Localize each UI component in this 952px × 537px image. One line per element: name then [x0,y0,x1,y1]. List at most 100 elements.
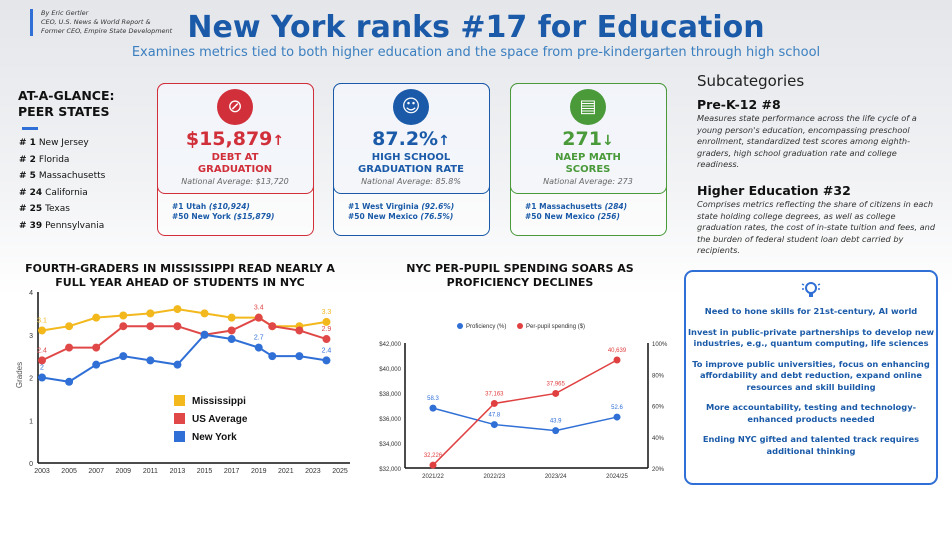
x-tick-label: 2011 [143,468,158,475]
data-point [295,326,304,335]
data-point [254,343,263,352]
y-right-tick-label: 100% [652,342,668,348]
data-point [119,311,128,320]
data-label: 32,226 [424,453,443,459]
page-subtitle: Examines metrics tied to both higher edu… [131,45,821,60]
y-left-tick-label: $36,000 [379,417,401,423]
worst-state: #50 New Mexico (76.5%) [348,212,454,221]
peer-state-item: # 24 California [19,185,105,202]
chart2-title: NYC PER-PUPIL SPENDING SOARS AS PROFICIE… [406,262,634,289]
legend-label: US Average [192,414,248,425]
data-point [268,322,277,331]
y-tick-label: 2 [29,376,33,383]
stat-card-header: ☺ 87.2%↑ HIGH SCHOOL GRADUATION RATE Nati… [332,82,490,194]
y-left-tick-label: $40,000 [379,367,401,373]
worst-state: #50 New Mexico (256) [525,212,620,221]
recommendation-item: Ending NYC gifted and talented track req… [702,434,920,456]
stat-ranks: #1 West Virginia (92.6%) #50 New Mexico … [348,202,454,222]
data-point [322,356,331,365]
peer-state-item: # 39 Pennsylvania [19,218,105,235]
data-point [227,326,236,335]
data-point [322,335,331,344]
stat-ranks: #1 Utah ($10,924) #50 New York ($15,879) [172,202,274,222]
y-right-tick-label: 20% [652,467,665,473]
graduate-icon: ☺ [393,88,429,125]
data-label: 2.4 [37,347,47,354]
peer-states-list: # 1 New Jersey # 2 Florida # 5 Massachuset… [19,135,105,234]
higher-ed-description: Comprises metrics reflecting the share o… [697,199,936,255]
stat-value: $15,879↑ [185,127,285,150]
peer-state-item: # 5 Massachusetts [19,168,105,185]
series-line-new-york [41,333,327,383]
stat-label: HIGH SCHOOL GRADUATION RATE [358,151,464,175]
national-average: National Average: 85.8% [361,176,461,186]
subcategories-heading: Subcategories [697,72,805,90]
data-label: 52.6 [611,405,623,411]
x-tick-label: 2007 [88,468,104,475]
data-point [613,413,621,421]
x-tick-label: 2019 [251,468,267,475]
byline: By Eric Gertler CEO, U.S. News & World R… [30,9,172,36]
stat-card-header: ⊘ $15,879↑ DEBT AT GRADUATION National Av… [156,82,314,194]
page-title: New York ranks #17 for Education [187,10,765,45]
data-point [173,305,182,314]
series-line [432,359,618,466]
data-point [254,313,263,322]
data-point [613,356,621,364]
recommendation-item: To improve public universities, focus on… [692,358,930,392]
x-tick-label: 2022/23 [483,474,505,480]
data-label: 40,639 [608,348,627,354]
legend-label: Proficiency (%) [466,324,506,330]
peer-state: New Jersey [38,138,89,148]
data-point [429,461,437,469]
legend-swatch [174,395,185,406]
divider [22,127,38,130]
recommendations-box: Need to hone skills for 21st-century, AI… [684,270,938,485]
y-left-tick-label: $34,000 [379,442,401,448]
data-point [146,309,155,318]
data-point [38,356,46,365]
stat-card: ☺ 87.2%↑ HIGH SCHOOL GRADUATION RATE Nati… [332,82,490,236]
prek-description: Measures state performance across the li… [697,113,917,169]
data-point [552,389,560,397]
peer-state-item: # 25 Texas [19,201,105,218]
data-label: 2.4 [322,347,332,354]
trend-arrow-icon: ↑ [438,132,450,149]
national-average: National Average: $13,720 [181,176,289,186]
data-label: 2 [40,365,44,372]
stat-card: ▤ 271↓ NAEP MATH SCORES National Average:… [509,82,667,236]
worst-state: #50 New York ($15,879) [172,212,275,221]
data-point [200,330,209,339]
x-tick-label: 2017 [224,468,240,475]
x-tick-label: 2025 [332,468,348,475]
data-point [173,360,182,369]
best-state: #1 Utah ($10,924) [172,202,250,211]
y-tick-label: 0 [29,461,33,468]
y-left-tick-label: $32,000 [379,467,401,473]
legend-marker [517,323,523,329]
trend-arrow-icon: ↓ [601,132,614,149]
recommendation-item: Invest in public-private partnerships to… [687,326,935,349]
x-tick-label: 2015 [197,468,213,475]
data-point [268,352,277,361]
legend-label: New York [192,432,237,443]
best-state: #1 West Virginia (92.6%) [348,202,455,211]
peer-rank: # 39 [19,220,43,231]
data-label: 3.3 [322,309,332,316]
money-icon: ⊘ [217,88,253,125]
y-left-tick-label: $38,000 [379,392,401,398]
lightbulb-icon [801,280,821,300]
data-point [92,343,101,352]
recommendation-item: Need to hone skills for 21st-century, AI… [704,306,918,316]
peer-state-item: # 2 Florida [19,152,105,169]
x-tick-label: 2021 [278,468,294,475]
data-point [322,317,331,326]
peer-rank: # 2 [19,154,36,165]
data-point [65,377,74,386]
data-label: 3.1 [37,317,47,324]
x-tick-label: 2003 [34,468,50,475]
data-point [173,322,182,331]
prek-title: Pre-K-12 #8 [697,97,781,112]
data-point [200,309,209,318]
series-line [432,407,618,432]
